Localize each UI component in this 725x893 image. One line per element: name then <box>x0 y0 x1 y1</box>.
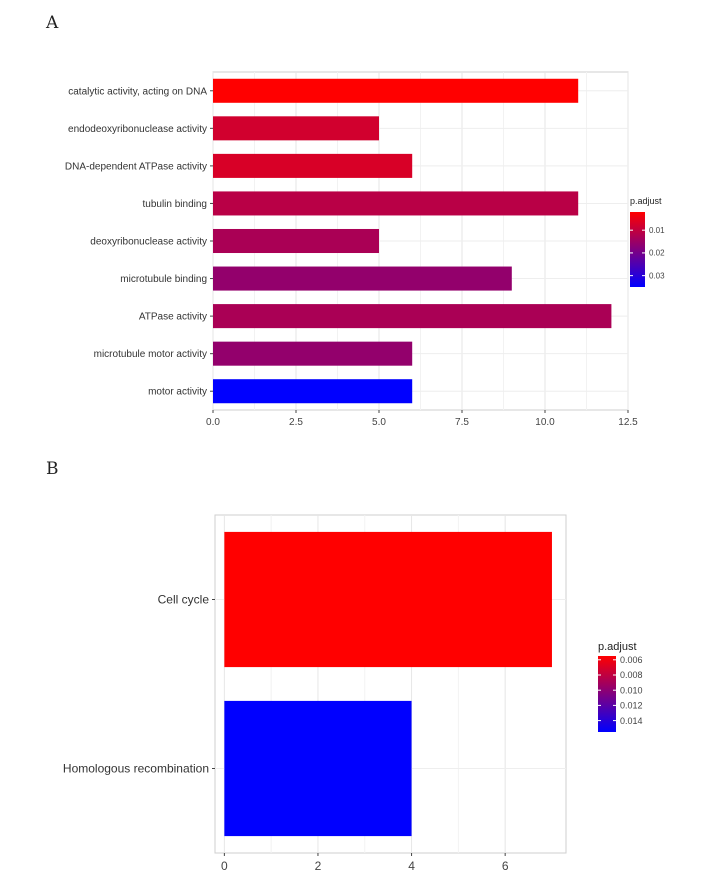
panel-a-xtick-label: 7.5 <box>455 417 469 428</box>
panel-a-bar-microtubule-binding <box>213 266 512 291</box>
panel-b-label: B <box>46 459 59 479</box>
panel-a-legend-colorbar <box>630 212 645 287</box>
panel-a-legend-title: p.adjust <box>630 196 662 206</box>
panel-a-category-label: ATPase activity <box>139 312 207 323</box>
panel-b-legend-tick-label: 0.010 <box>620 685 643 695</box>
panel-a-bar-dna-dependent-atpase-activity <box>213 153 413 178</box>
panel-a-xtick-label: 0.0 <box>206 417 220 428</box>
panel-b-xtick-label: 4 <box>408 859 415 873</box>
panel-a-bar-deoxyribonuclease-activity <box>213 228 379 254</box>
panel-a-category-label: endodeoxyribonuclease activity <box>68 124 207 135</box>
panel-a-bar-microtubule-motor-activity <box>213 341 413 366</box>
panel-b-xtick-label: 0 <box>221 859 228 873</box>
panel-a-xtick-label: 2.5 <box>289 417 303 428</box>
panel-a-bar-motor-activity <box>213 379 413 404</box>
panel-a-bar-tubulin-binding <box>213 191 579 216</box>
panel-a-legend-tick-label: 0.02 <box>649 249 665 258</box>
panel-a-category-label: motor activity <box>148 387 207 398</box>
panel-b-category-label: Homologous recombination <box>63 762 209 776</box>
panel-a-chart: catalytic activity, acting on DNA endodeo… <box>65 71 665 428</box>
panel-a-xtick-label: 5.0 <box>372 417 386 428</box>
panel-a-category-label: tubulin binding <box>143 199 208 210</box>
panel-b-legend-title: p.adjust <box>598 641 637 653</box>
panel-a-category-label: DNA-dependent ATPase activity <box>65 161 207 172</box>
panel-b-legend-colorbar <box>598 656 616 732</box>
panel-b-bar-homologous-recombination <box>224 700 412 837</box>
panel-b-xtick-label: 2 <box>315 859 322 873</box>
panel-a-category-label: deoxyribonuclease activity <box>90 237 207 248</box>
panel-b-legend-tick-label: 0.006 <box>620 655 643 665</box>
panel-b-category-label: Cell cycle <box>158 593 210 607</box>
panel-a-bar-atpase-activity <box>213 304 612 329</box>
panel-a-legend-tick-label: 0.03 <box>649 271 665 280</box>
panel-a-category-label: microtubule motor activity <box>94 349 207 360</box>
panel-a-bar-catalytic-activity-acting-on-dna <box>213 78 579 103</box>
panel-a-label: A <box>45 13 59 33</box>
panel-a-xtick-label: 12.5 <box>618 417 638 428</box>
panel-b-legend-tick-label: 0.012 <box>620 701 643 711</box>
panel-b-chart: Cell cycle Homologous recombination 0 2 4 6 p.… <box>63 514 643 873</box>
panel-b-bar-cell-cycle <box>224 531 552 668</box>
panel-a-xtick-label: 10.0 <box>535 417 555 428</box>
panel-a-bar-endodeoxyribonuclease-activity <box>213 116 379 141</box>
panel-a-legend-tick-label: 0.01 <box>649 226 665 235</box>
panel-a-category-label: catalytic activity, acting on DNA <box>68 86 207 97</box>
panel-b-legend-tick-label: 0.014 <box>620 716 643 726</box>
panel-a-category-label: microtubule binding <box>120 274 207 285</box>
panel-b-xtick-label: 6 <box>502 859 509 873</box>
panel-b-legend-tick-label: 0.008 <box>620 670 643 680</box>
